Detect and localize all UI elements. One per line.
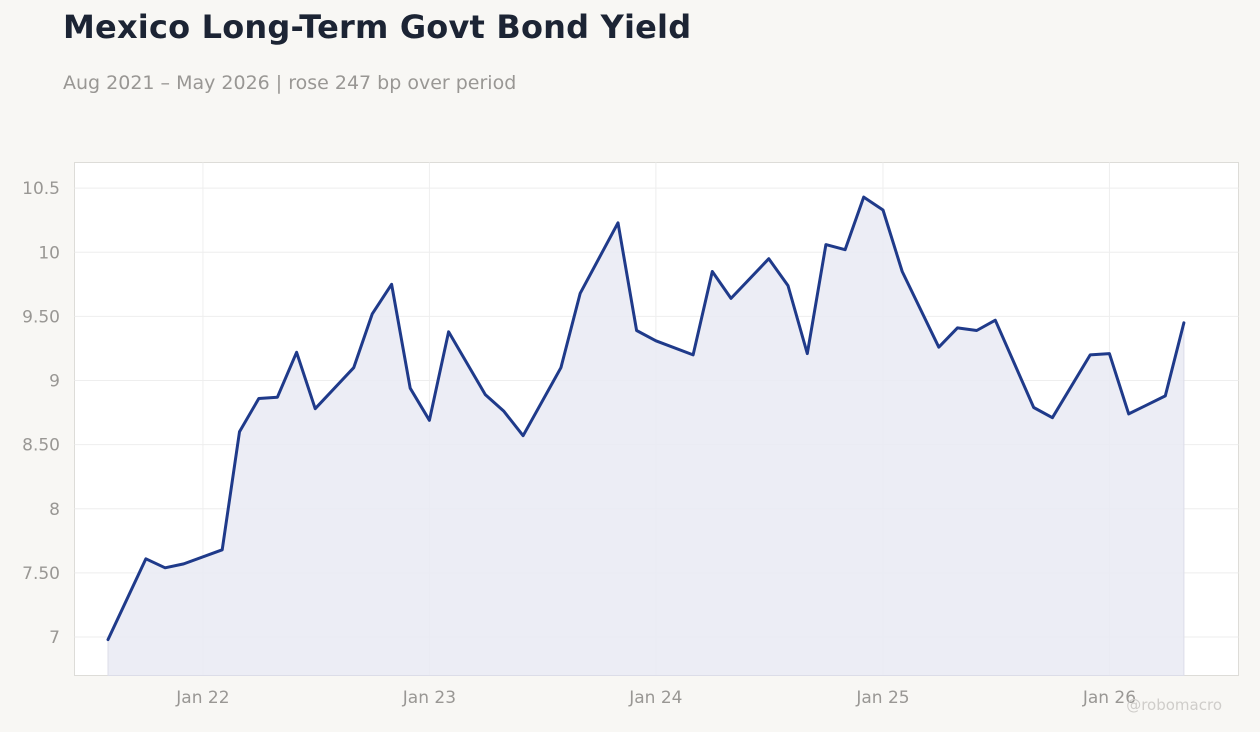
yield-line	[106, 195, 1186, 642]
y-axis-labels: 7 7.50 8 8.50 9 9.50 10 10.5	[22, 179, 60, 648]
x-axis-labels: Jan 22 Jan 23 Jan 24 Jan 25 Jan 26	[175, 688, 1136, 708]
y-tick-label: 9	[49, 372, 60, 392]
x-tick-label: Jan 26	[1082, 688, 1136, 708]
y-tick-label: 7.50	[22, 564, 60, 584]
chart-title: Mexico Long-Term Govt Bond Yield	[63, 8, 692, 46]
y-tick-label: 8.50	[22, 436, 60, 456]
y-tick-label: 10	[38, 243, 60, 263]
watermark: @robomacro	[1126, 696, 1222, 714]
y-tick-label: 7	[49, 628, 60, 648]
x-tick-label: Jan 23	[402, 688, 456, 708]
y-tick-label: 8	[49, 500, 60, 520]
y-tick-label: 10.5	[22, 179, 60, 199]
y-tick-label: 9.50	[22, 307, 60, 327]
x-tick-label: Jan 22	[175, 688, 229, 708]
x-tick-label: Jan 25	[855, 688, 909, 708]
x-tick-label: Jan 24	[628, 688, 682, 708]
chart-subtitle: Aug 2021 – May 2026 | rose 247 bp over p…	[63, 72, 517, 94]
